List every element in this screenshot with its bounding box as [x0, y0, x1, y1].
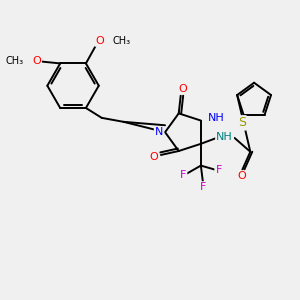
Text: O: O [32, 56, 41, 66]
Text: N: N [155, 127, 163, 137]
Text: O: O [150, 152, 158, 162]
Text: NH: NH [216, 132, 233, 142]
Text: F: F [200, 182, 206, 192]
Text: O: O [178, 84, 187, 94]
Text: S: S [238, 116, 246, 129]
Text: NH: NH [208, 112, 224, 123]
Text: F: F [180, 170, 186, 181]
Text: CH₃: CH₃ [5, 56, 24, 66]
Text: F: F [215, 164, 222, 175]
Text: O: O [95, 36, 104, 46]
Text: O: O [237, 172, 246, 182]
Text: CH₃: CH₃ [112, 36, 131, 46]
